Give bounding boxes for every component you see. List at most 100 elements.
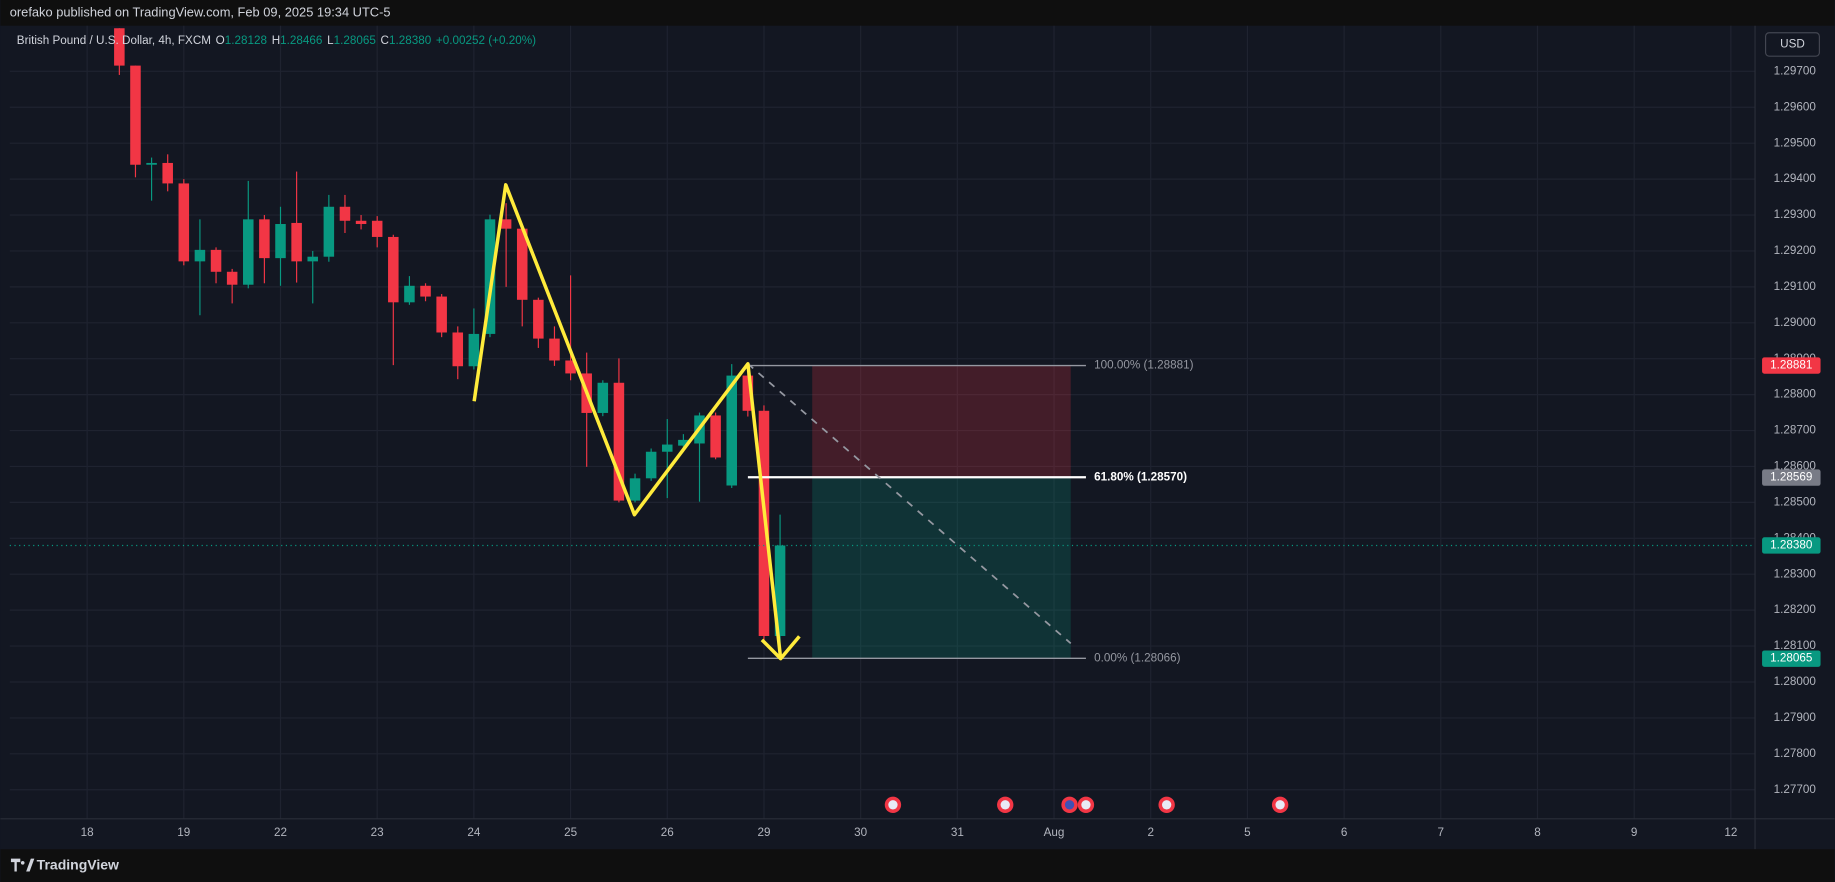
plot-area: 100.00% (1.28881) 61.80% (1.28570) 0.00% (… — [9, 25, 1756, 819]
x-tick-label: 26 — [661, 826, 674, 839]
event-icon — [1000, 800, 1010, 810]
symbol: British Pound / U.S. Dollar, 4h, FXCM — [17, 34, 211, 47]
y-tick-label: 1.27700 — [1774, 783, 1817, 796]
x-tick-label: 23 — [371, 826, 384, 839]
price-tag-label: 1.28569 — [1770, 471, 1812, 484]
candle-body — [291, 222, 302, 262]
candle-body — [662, 444, 673, 452]
candle-body — [355, 220, 367, 225]
candle-body — [613, 382, 625, 501]
symbol-legend: British Pound / U.S. Dollar, 4h, FXCM O1.… — [17, 34, 536, 47]
candle-body — [452, 332, 464, 367]
candle-body — [307, 256, 318, 262]
logo — [10, 858, 35, 872]
price-tag-label: 1.28881 — [1770, 359, 1812, 372]
candle-body — [226, 271, 238, 285]
candle-body — [678, 439, 689, 446]
x-tick-label: 24 — [467, 826, 481, 839]
price-tag — [1762, 537, 1821, 554]
candle-body — [436, 296, 447, 333]
fib-label: 100.00% (1.28881) — [1094, 359, 1194, 372]
currency-button[interactable] — [1764, 32, 1820, 57]
candle-body — [404, 285, 415, 303]
legend-key: L — [327, 34, 334, 47]
x-tick-label: 2 — [1147, 826, 1154, 839]
candle-body — [726, 375, 737, 486]
y-tick-label: 1.29200 — [1774, 244, 1817, 257]
price-tag-label: 1.28065 — [1770, 652, 1813, 665]
reward-zone — [812, 477, 1071, 659]
candle-body — [339, 206, 351, 221]
event-icons — [884, 796, 1289, 813]
legend-value: 1.28466 — [280, 34, 322, 47]
y-tick-label: 1.29400 — [1774, 172, 1817, 185]
y-tick-label: 1.28600 — [1774, 460, 1817, 473]
y-tick-label: 1.29000 — [1774, 316, 1817, 329]
x-tick-label: 8 — [1534, 826, 1541, 839]
top-bar — [0, 0, 1835, 26]
risk-zone — [812, 365, 1071, 478]
candle-body — [210, 249, 222, 272]
trend-dashed — [747, 363, 1072, 645]
candle-body — [259, 219, 270, 259]
candle-body — [178, 183, 190, 262]
publisher: orefako published on TradingView.com, Fe… — [10, 4, 391, 19]
zigzag — [472, 183, 783, 659]
x-tick-label: 25 — [564, 826, 577, 839]
legend-value: 1.28128 — [225, 34, 267, 47]
y-tick-label: 1.28000 — [1774, 675, 1817, 688]
candle-body — [162, 162, 173, 184]
candle-body — [468, 333, 480, 367]
y-tick-label: 1.28800 — [1774, 388, 1817, 401]
candle-body — [742, 375, 754, 411]
arrow-head — [760, 635, 801, 661]
y-tick-label: 1.27800 — [1774, 747, 1817, 760]
candle-body — [114, 28, 125, 66]
y-tick-label: 1.28100 — [1774, 639, 1817, 652]
candle-body — [371, 220, 383, 237]
y-tick-label: 1.29300 — [1774, 208, 1817, 221]
x-tick-label: 5 — [1244, 826, 1251, 839]
y-tick-label: 1.27900 — [1774, 711, 1817, 724]
event-icon — [1081, 800, 1091, 810]
candle-body — [645, 451, 657, 479]
y-tick-label: 1.28200 — [1774, 603, 1817, 616]
x-tick-label: 31 — [951, 826, 964, 839]
x-tick-label: 22 — [274, 826, 287, 839]
y-tick-label: 1.29100 — [1774, 280, 1817, 293]
candle-body — [500, 219, 512, 229]
y-tick-label: 1.28300 — [1774, 567, 1817, 580]
x-tick-label: Aug — [1044, 826, 1065, 839]
legend-value: 1.28065 — [334, 34, 377, 47]
y-tick-label: 1.29600 — [1774, 100, 1817, 113]
candle-body — [323, 206, 335, 257]
y-tick-label: 1.28700 — [1774, 424, 1817, 437]
y-tick-label: 1.29500 — [1774, 136, 1817, 149]
event-icon — [1161, 800, 1172, 810]
event-icon — [1275, 800, 1285, 810]
x-tick-label: 30 — [854, 826, 868, 839]
legend-key: C — [381, 34, 389, 47]
candle-body — [774, 545, 786, 637]
candle-body — [533, 299, 544, 339]
x-tick-label: 19 — [177, 826, 190, 839]
price-tag — [1762, 650, 1821, 667]
candle-body — [388, 236, 399, 303]
x-tick-label: 18 — [81, 826, 94, 839]
legend-value: 1.28380 — [389, 34, 432, 47]
candle-body — [146, 162, 157, 165]
candle-body — [243, 219, 254, 285]
footer-bar — [0, 849, 1835, 882]
candle-body — [549, 338, 560, 361]
x-tick-label: 6 — [1341, 826, 1348, 839]
candle-body — [420, 285, 431, 297]
candle-body — [565, 360, 576, 374]
x-tick-label: 7 — [1438, 826, 1445, 839]
drawings — [472, 183, 1072, 661]
candle-body — [597, 382, 609, 413]
footer-brand: TradingView — [37, 856, 119, 872]
candle-body — [516, 228, 528, 300]
candle-body — [130, 65, 141, 165]
